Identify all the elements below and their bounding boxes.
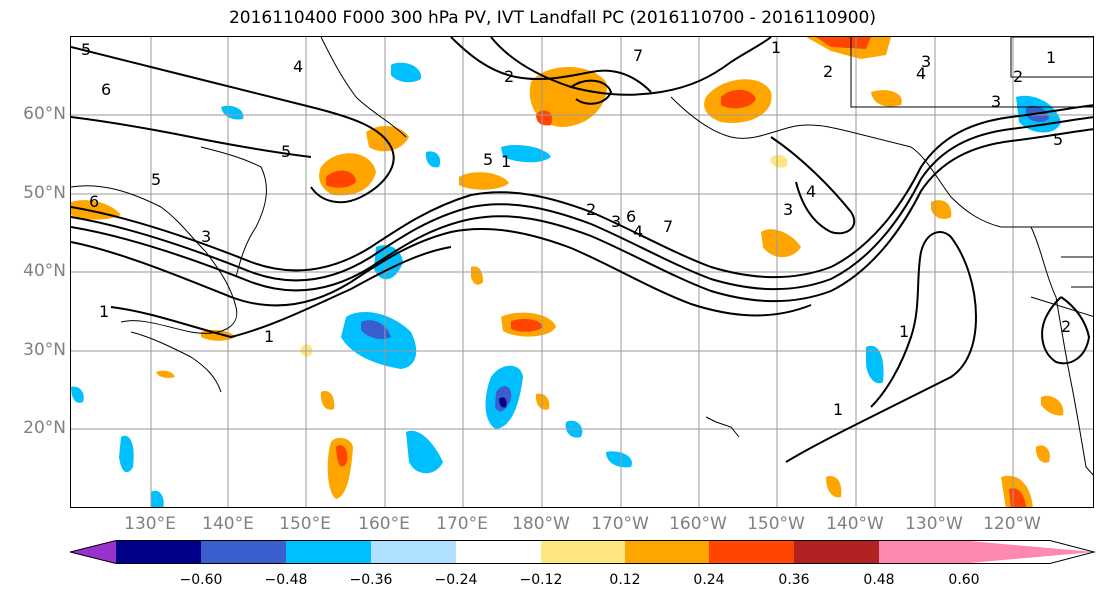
- colorbar-segment: [879, 540, 964, 564]
- contour-label: 1: [1046, 48, 1056, 67]
- lat-label-40n: 40°N: [23, 261, 66, 281]
- colorbar-tick: 0.48: [863, 572, 895, 588]
- lon-label: 160°E: [358, 514, 410, 534]
- colorbar: [70, 540, 1096, 564]
- lon-label: 120°W: [983, 514, 1041, 534]
- colorbar-segment: [709, 540, 794, 564]
- map-title: 2016110400 F000 300 hPa PV, IVT Landfall…: [228, 8, 876, 28]
- colorbar-tick: 0.60: [948, 572, 980, 588]
- coastlines: [71, 37, 1093, 476]
- colorbar-tick: −0.36: [349, 572, 393, 588]
- lat-label-20n: 20°N: [23, 418, 66, 438]
- contour-label: 2: [1013, 67, 1023, 86]
- colorbar-segment: [541, 540, 625, 564]
- contour-label: 1: [264, 327, 274, 346]
- contour-label: 5: [483, 150, 493, 169]
- lon-label: 130°W: [905, 514, 963, 534]
- contour-label: 1: [99, 302, 109, 321]
- colorbar-tick: −0.12: [519, 572, 563, 588]
- contour-label: 1: [771, 38, 781, 57]
- contour-label: 2: [504, 67, 514, 86]
- contour-label: 3: [991, 92, 1001, 111]
- contour-label: 1: [501, 152, 511, 171]
- contour-label: 6: [101, 80, 111, 99]
- contour-label: 3: [921, 52, 931, 71]
- contour-label: 2: [586, 200, 596, 219]
- lon-label: 140°E: [202, 514, 254, 534]
- lon-label: 150°E: [279, 514, 331, 534]
- contour-label: 3: [783, 200, 793, 219]
- lon-label: 140°W: [826, 514, 884, 534]
- contour-label: 2: [1061, 317, 1071, 336]
- contour-label: 5: [1053, 130, 1063, 149]
- colorbar-tick: −0.60: [179, 572, 223, 588]
- lat-label-50n: 50°N: [23, 183, 66, 203]
- lon-label: 170°W: [591, 514, 649, 534]
- colorbar-segment: [201, 540, 286, 564]
- contour-label: 6: [626, 207, 636, 226]
- colorbar-tick: −0.48: [264, 572, 308, 588]
- contour-label: 4: [806, 182, 816, 201]
- colorbar-segment: [116, 540, 201, 564]
- colorbar-tick: 0.12: [609, 572, 641, 588]
- lat-label-60n: 60°N: [23, 104, 66, 124]
- lon-label: 150°W: [747, 514, 805, 534]
- lon-label: 160°W: [669, 514, 727, 534]
- contour-label: 4: [633, 222, 643, 241]
- contour-label: 1: [899, 322, 909, 341]
- lon-label: 180°W: [512, 514, 570, 534]
- colorbar-segment: [286, 540, 371, 564]
- lon-label: 170°E: [436, 514, 488, 534]
- colorbar-tick: 0.24: [693, 572, 725, 588]
- contour-label: 7: [633, 46, 643, 65]
- contour-label: 5: [281, 142, 291, 161]
- contour-label: 5: [151, 170, 161, 189]
- colorbar-segment: [794, 540, 879, 564]
- contour-label: 7: [663, 217, 673, 236]
- colorbar-extend-low: [70, 540, 116, 564]
- colorbar-segment: [371, 540, 456, 564]
- contour-label: 6: [89, 192, 99, 211]
- contour-label: 5: [81, 40, 91, 59]
- contour-label: 4: [293, 57, 303, 76]
- map-canvas: 5 4 6 5 6 3 1 1 2 1 7 1 2 3 4 5 6 7 5 4 …: [71, 37, 1093, 507]
- colorbar-tick: 0.36: [778, 572, 810, 588]
- colorbar-extend-high: [964, 540, 1094, 564]
- colorbar-segment: [625, 540, 709, 564]
- contour-label: 2: [823, 62, 833, 81]
- graticule: [71, 37, 1093, 507]
- colorbar-segment: [456, 540, 541, 564]
- map-panel: 5 4 6 5 6 3 1 1 2 1 7 1 2 3 4 5 6 7 5 4 …: [70, 36, 1094, 508]
- lon-label: 130°E: [124, 514, 176, 534]
- lat-label-30n: 30°N: [23, 340, 66, 360]
- contour-label: 1: [833, 400, 843, 419]
- colorbar-tick: −0.24: [434, 572, 478, 588]
- negative-anomaly-shading: [71, 62, 1061, 507]
- contour-label: 4: [916, 64, 926, 83]
- contour-labels: 5 4 6 5 6 3 1 1 2 1 7 1 2 3 4 5 6 7 5 4 …: [81, 38, 1071, 419]
- contour-label: 3: [611, 212, 621, 231]
- contour-label: 3: [201, 227, 211, 246]
- pv-contours: [71, 37, 1093, 463]
